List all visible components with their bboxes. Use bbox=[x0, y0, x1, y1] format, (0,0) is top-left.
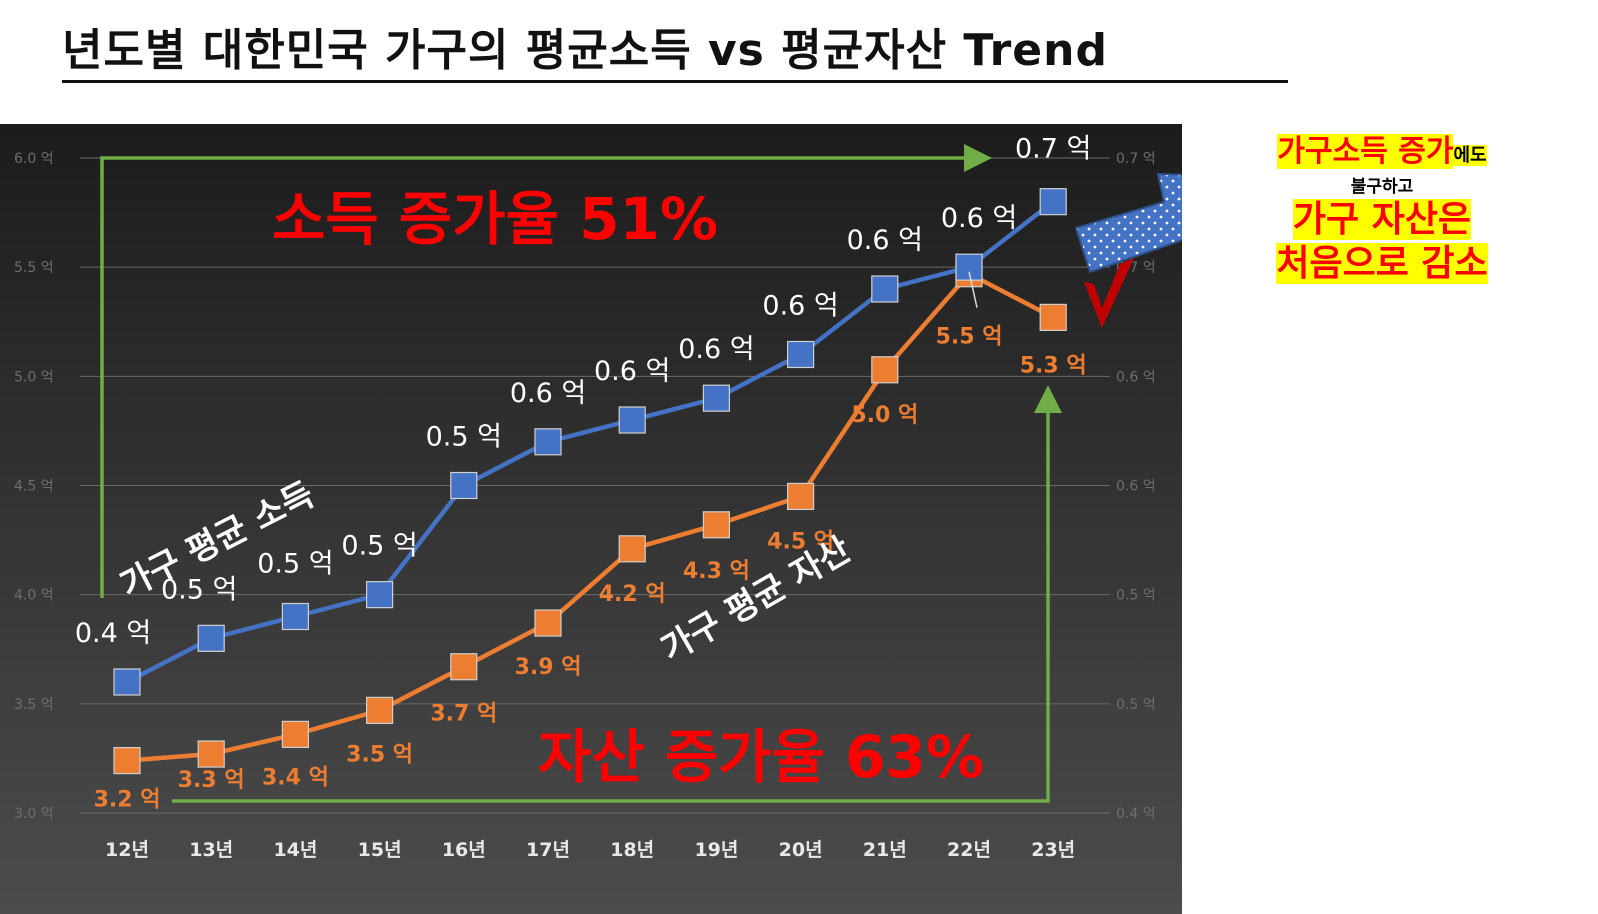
callout-line4-text: 처음으로 감소 bbox=[1276, 243, 1488, 284]
income-point bbox=[450, 471, 478, 500]
income-data-label: 0.6 억 bbox=[941, 203, 1017, 234]
callout-line1-suffix: 에도 bbox=[1453, 145, 1487, 166]
callout-line-2: 불구하고 bbox=[1232, 176, 1532, 198]
left-axis-tick-label: 3.0 억 bbox=[14, 806, 54, 822]
title-underline bbox=[62, 80, 1288, 83]
asset-point bbox=[450, 653, 478, 681]
x-axis-tick-label: 18년 bbox=[610, 839, 654, 861]
income-point bbox=[702, 384, 731, 412]
x-axis-tick-label: 15년 bbox=[358, 839, 402, 861]
x-axis-tick-label: 20년 bbox=[779, 839, 823, 861]
red-checkmark-icon bbox=[1084, 258, 1134, 328]
asset-data-label: 3.2 억 bbox=[94, 788, 161, 813]
callout-line-3: 가구 자산은 bbox=[1232, 198, 1532, 242]
asset-data-label: 3.3 억 bbox=[178, 768, 245, 793]
left-axis-tick-label: 3.5 억 bbox=[14, 697, 54, 713]
x-axis-tick-label: 17년 bbox=[526, 839, 570, 861]
left-axis-tick-label: 4.0 억 bbox=[14, 588, 54, 604]
x-axis-tick-label: 19년 bbox=[694, 839, 738, 861]
callout-line-1: 가구소득 증가에도 bbox=[1232, 132, 1532, 176]
x-axis-tick-label: 12년 bbox=[105, 839, 149, 861]
x-axis-tick-label: 16년 bbox=[442, 839, 486, 861]
asset-point bbox=[113, 746, 141, 775]
callout-line-4: 처음으로 감소 bbox=[1232, 242, 1532, 286]
income-point bbox=[281, 602, 309, 631]
income-data-label: 0.4 억 bbox=[75, 618, 151, 649]
right-axis-tick-label: 0.4 억 bbox=[1116, 806, 1156, 822]
income-data-label: 0.6 억 bbox=[594, 356, 670, 387]
asset-line bbox=[126, 271, 1055, 763]
income-data-label: 0.5 억 bbox=[161, 574, 237, 605]
income-point bbox=[534, 428, 562, 456]
asset-point bbox=[281, 720, 309, 749]
income-point bbox=[113, 668, 141, 696]
right-axis-tick-label: 0.6 억 bbox=[1116, 479, 1156, 495]
left-axis-tick-label: 5.5 억 bbox=[14, 260, 54, 276]
income-growth-annotation: 소득 증가율 51% bbox=[272, 185, 718, 253]
income-data-label: 0.7 억 bbox=[1015, 134, 1091, 165]
income-data-label: 0.6 억 bbox=[847, 225, 923, 256]
income-point bbox=[786, 340, 815, 369]
asset-data-label: 4.5 억 bbox=[767, 529, 834, 554]
asset-data-label: 3.9 억 bbox=[515, 655, 582, 680]
x-axis-tick-label: 14년 bbox=[273, 839, 317, 861]
callout-box: 가구소득 증가에도 불구하고 가구 자산은 처음으로 감소 bbox=[1232, 132, 1532, 286]
chart-area: 3.0 억 0.4 억 3.5 억 0.5 억 4.0 억 0.5 억 4.5 억 0.6 억… bbox=[0, 124, 1182, 914]
income-point bbox=[955, 253, 983, 281]
income-data-label: 0.5 억 bbox=[257, 549, 333, 580]
asset-data-label: 4.3 억 bbox=[683, 559, 750, 584]
chart-svg: 3.0 억 0.4 억 3.5 억 0.5 억 4.0 억 0.5 억 4.5 억 0.6 억… bbox=[0, 124, 1182, 914]
page-title: 년도별 대한민국 가구의 평균소득 vs 평균자산 Trend bbox=[62, 25, 1108, 76]
asset-data-label: 3.4 억 bbox=[262, 765, 329, 790]
income-point bbox=[366, 581, 394, 609]
left-axis-tick-label: 4.5 억 bbox=[14, 479, 54, 495]
income-line bbox=[125, 199, 1055, 684]
asset-data-label: 3.7 억 bbox=[430, 702, 497, 727]
callout-arrow-icon bbox=[1074, 172, 1182, 274]
income-point bbox=[871, 275, 899, 303]
asset-point bbox=[1039, 303, 1067, 331]
asset-growth-arrow bbox=[172, 385, 1062, 803]
asset-point bbox=[871, 356, 899, 384]
asset-data-label: 5.3 억 bbox=[1020, 353, 1087, 378]
callout-line1-highlight: 가구소득 증가 bbox=[1277, 134, 1454, 169]
right-axis-tick-label: 0.5 억 bbox=[1116, 697, 1156, 713]
x-axis-tick-label: 22년 bbox=[947, 839, 991, 861]
label-leader-line bbox=[968, 271, 978, 308]
income-growth-arrow bbox=[100, 144, 992, 598]
asset-growth-annotation: 자산 증가율 63% bbox=[538, 723, 984, 791]
income-data-label: 0.6 억 bbox=[510, 378, 586, 409]
asset-data-label: 4.2 억 bbox=[599, 582, 666, 607]
income-data-label: 0.6 억 bbox=[762, 291, 838, 322]
callout-line3-text: 가구 자산은 bbox=[1292, 199, 1472, 240]
income-point bbox=[618, 406, 646, 434]
right-axis-tick-label: 0.7 억 bbox=[1116, 151, 1156, 167]
left-axis-tick-label: 5.0 억 bbox=[14, 369, 54, 385]
left-axis-tick-label: 6.0 억 bbox=[14, 151, 54, 167]
x-axis-tick-label: 23년 bbox=[1031, 839, 1075, 861]
asset-data-label: 3.5 억 bbox=[346, 742, 413, 767]
income-point bbox=[197, 624, 225, 652]
asset-point bbox=[534, 609, 562, 637]
asset-point bbox=[618, 535, 646, 563]
asset-point bbox=[197, 740, 225, 768]
callout-line2-text: 불구하고 bbox=[1350, 177, 1414, 197]
right-axis-tick-label: 0.6 억 bbox=[1116, 369, 1156, 385]
income-point bbox=[1039, 188, 1067, 216]
income-data-label: 0.5 억 bbox=[341, 531, 417, 562]
x-axis-tick-label: 13년 bbox=[189, 839, 233, 861]
asset-point bbox=[702, 511, 731, 539]
right-axis-tick-label: 0.5 억 bbox=[1116, 588, 1156, 604]
income-data-label: 0.6 억 bbox=[678, 334, 754, 365]
asset-data-label: 5.0 억 bbox=[851, 403, 918, 428]
income-data-label: 0.5 억 bbox=[426, 422, 502, 453]
asset-data-label: 5.5 억 bbox=[936, 325, 1003, 350]
asset-point bbox=[366, 696, 394, 724]
x-axis-tick-label: 21년 bbox=[863, 839, 907, 861]
asset-point bbox=[786, 482, 815, 511]
